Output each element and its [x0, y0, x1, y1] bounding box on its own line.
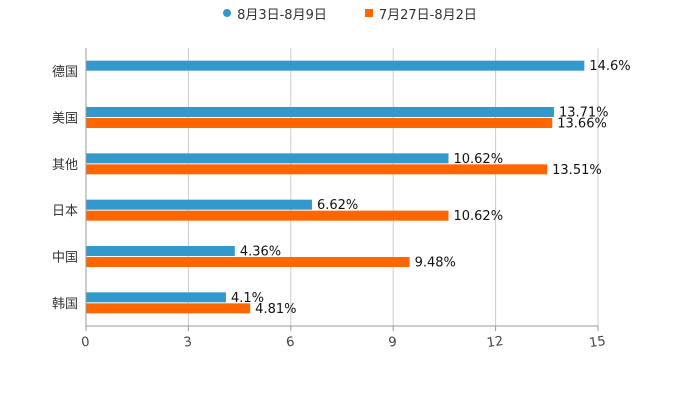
category-label: 德国	[52, 65, 78, 80]
legend-marker-series-2	[364, 9, 373, 17]
data-label-series-2: 9.48%	[415, 256, 456, 271]
bar-series-2[interactable]	[86, 164, 548, 175]
data-label-series-2: 4.81%	[255, 302, 296, 317]
data-label-series-2: 10.62%	[453, 209, 503, 224]
bar-series-2[interactable]	[86, 210, 449, 221]
legend-label-series-1: 8月3日-8月9日	[237, 7, 327, 23]
category-label: 其他	[52, 158, 78, 173]
bar-series-2[interactable]	[86, 303, 251, 314]
legend-item-series-1[interactable]: 8月3日-8月9日	[223, 4, 327, 23]
bar-series-2[interactable]	[86, 118, 553, 128]
x-tick-label: 0	[80, 335, 90, 351]
data-label-series-1: 6.62%	[317, 198, 358, 213]
data-label-series-1: 13.71%	[559, 106, 609, 121]
value-labels: 14.6% 13.71%13.66% 10.62% 13.51% 6.62% 10.62%…	[231, 59, 631, 317]
x-tick-label: 3	[183, 335, 193, 351]
data-label-series-2: 13.51%	[552, 163, 602, 178]
bar-series-1[interactable]	[86, 246, 235, 256]
legend: 8月3日-8月9日 7月27日-8月2日	[0, 4, 700, 23]
x-tick-label: 9	[388, 335, 398, 351]
bar-series-1[interactable]	[86, 199, 312, 210]
data-label-series-1: 10.62%	[453, 152, 503, 167]
bar-series-1[interactable]	[86, 292, 226, 303]
bar-series-1[interactable]	[86, 107, 554, 117]
bar-series-1[interactable]	[86, 153, 449, 164]
data-label-series-2: 13.66%	[557, 117, 607, 132]
legend-label-series-2: 7月27日-8月2日	[378, 7, 477, 23]
category-label: 韩国	[52, 297, 78, 312]
grid	[85, 48, 599, 326]
x-tick-label: 15	[588, 334, 606, 351]
category-label: 美国	[52, 112, 78, 127]
data-label-series-1: 4.1%	[231, 291, 264, 306]
x-tick-label: 12	[486, 334, 504, 351]
data-label-series-1: 4.36%	[240, 245, 281, 260]
bars	[86, 60, 585, 314]
legend-marker-series-1	[223, 9, 232, 17]
x-tick-label: 6	[285, 335, 295, 351]
bar-series-1[interactable]	[86, 60, 585, 71]
bar-series-2[interactable]	[86, 257, 410, 267]
legend-item-series-2[interactable]: 7月27日-8月2日	[364, 4, 477, 23]
category-label: 中国	[52, 251, 78, 266]
x-axis: 0 3 6 9 12 15	[80, 48, 607, 351]
category-label: 日本	[52, 204, 78, 219]
data-label-series-1: 14.6%	[589, 59, 630, 74]
